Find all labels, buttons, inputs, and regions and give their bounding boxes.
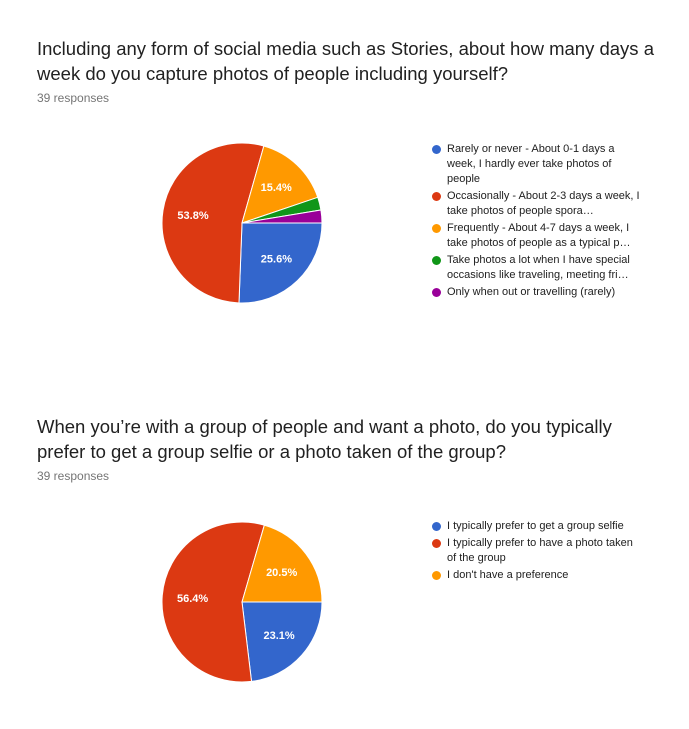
- pie-slice: [161, 521, 265, 683]
- legend-item: Frequently - About 4-7 days a week, I ta…: [432, 221, 642, 251]
- legend-item: Only when out or travelling (rarely): [432, 285, 642, 300]
- legend-swatch: [432, 145, 441, 154]
- slice-label: 15.4%: [261, 182, 292, 194]
- legend-swatch: [432, 522, 441, 531]
- legend-item: I typically prefer to have a photo taken…: [432, 536, 642, 566]
- pie-slice: [241, 145, 319, 224]
- response-count: 39 responses: [37, 469, 110, 483]
- pie-slice: [241, 524, 323, 603]
- chart-title: Including any form of social media such …: [37, 38, 654, 84]
- slice-label: 23.1%: [264, 630, 295, 642]
- slice-label: 56.4%: [177, 593, 208, 605]
- chart-legend: I typically prefer to get a group selfie…: [432, 519, 642, 585]
- legend-label: I don't have a preference: [447, 569, 569, 581]
- legend-item: I don't have a preference: [432, 568, 642, 583]
- legend-swatch: [432, 224, 441, 233]
- legend-label: Only when out or travelling (rarely): [447, 286, 616, 298]
- slice-label: 20.5%: [266, 567, 297, 579]
- pie-slice: [161, 142, 265, 304]
- pie-slice: [241, 209, 323, 224]
- response-count: 39 responses: [37, 91, 110, 105]
- slice-label: 53.8%: [177, 210, 208, 222]
- legend-swatch: [432, 192, 441, 201]
- legend-swatch: [432, 539, 441, 548]
- legend-swatch: [432, 288, 441, 297]
- legend-item: Occasionally - About 2-3 days a week, I …: [432, 189, 642, 219]
- legend-label: I typically prefer to get a group selfie: [447, 520, 624, 532]
- legend-swatch: [432, 571, 441, 580]
- legend-swatch: [432, 256, 441, 265]
- chart-legend: Rarely or never - About 0-1 days a week,…: [432, 142, 642, 302]
- legend-label: Take photos a lot when I have special oc…: [447, 254, 630, 281]
- legend-item: I typically prefer to get a group selfie: [432, 519, 642, 534]
- legend-label: Rarely or never - About 0-1 days a week,…: [447, 143, 615, 185]
- pie-slice: [238, 222, 323, 304]
- legend-label: Occasionally - About 2-3 days a week, I …: [447, 190, 640, 217]
- legend-label: Frequently - About 4-7 days a week, I ta…: [447, 222, 631, 249]
- chart-card-1: Including any form of social media such …: [37, 38, 654, 304]
- chart-title: When you’re with a group of people and w…: [37, 416, 612, 462]
- pie-slice: [241, 601, 323, 682]
- legend-label: I typically prefer to have a photo taken…: [447, 537, 633, 564]
- legend-item: Take photos a lot when I have special oc…: [432, 253, 642, 283]
- pie-chart: 25.6% 53.8% 15.4%: [161, 142, 323, 304]
- legend-item: Rarely or never - About 0-1 days a week,…: [432, 142, 642, 187]
- pie-chart: 23.1% 56.4% 20.5%: [161, 521, 323, 683]
- slice-label: 25.6%: [261, 254, 292, 266]
